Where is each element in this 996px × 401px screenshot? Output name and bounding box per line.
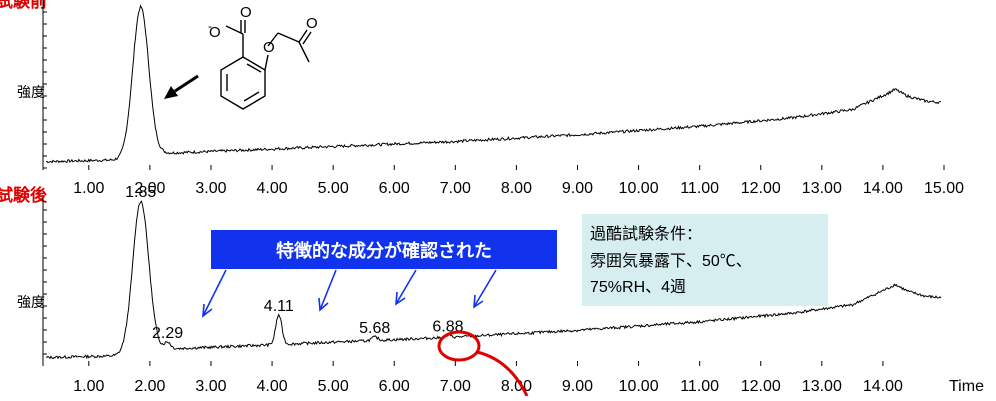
x-tick-label: 15.00 bbox=[924, 180, 964, 197]
x-tick-labels-after: 1.00 2.00 3.00 4.00 5.00 6.00 7.00 8.00 9.00 10.0… bbox=[73, 378, 903, 395]
y-ticks-after bbox=[43, 209, 47, 355]
x-tick-label: 13.00 bbox=[802, 378, 842, 395]
x-ticks-before bbox=[88, 165, 945, 170]
conditions-line-2: 75%RH、4週 bbox=[590, 278, 686, 296]
x-tick-label: 5.00 bbox=[318, 378, 349, 395]
callout-arrows bbox=[202, 269, 497, 318]
callout-arrow-1 bbox=[202, 269, 227, 317]
trace-before bbox=[45, 4, 942, 164]
x-ticks-after bbox=[88, 361, 884, 366]
structure-o-acetyl: O bbox=[306, 15, 318, 32]
callout-arrow-1-head bbox=[202, 303, 213, 318]
chart-after: 試験後 強度 1.00 2.00 3.00 4.00 5.00 6.00 7.00 8.00 9… bbox=[0, 184, 984, 397]
x-tick-label: 12.00 bbox=[741, 378, 781, 395]
x-tick-label: 10.00 bbox=[619, 180, 659, 197]
x-tick-label: 6.00 bbox=[379, 378, 410, 395]
chart-before: 試験前 強度 1.00 2.00 3.00 4.00 5.00 6.00 7.00 8.00 9… bbox=[0, 0, 964, 197]
y-ticks-before bbox=[43, 11, 47, 169]
callout-arrow-3-head bbox=[395, 291, 406, 306]
molecular-structure bbox=[220, 20, 312, 110]
highlight-circle bbox=[437, 330, 481, 362]
x-tick-label: 9.00 bbox=[562, 378, 593, 395]
callout-arrow-4-head bbox=[473, 294, 484, 309]
x-tick-label: 10.00 bbox=[619, 378, 659, 395]
x-tick-label: 2.00 bbox=[134, 180, 165, 197]
chart-title-after: 試験後 bbox=[0, 185, 48, 205]
y-axis-label-after: 強度 bbox=[17, 294, 45, 310]
x-tick-label: 12.00 bbox=[741, 180, 781, 197]
callout-arrow-2-head bbox=[318, 297, 329, 312]
trace-after bbox=[45, 200, 942, 360]
x-tick-label: 14.00 bbox=[863, 180, 903, 197]
x-tick-label: 8.00 bbox=[501, 180, 532, 197]
structure-charge: - bbox=[208, 19, 212, 33]
conditions-title: 過酷試験条件： bbox=[590, 225, 702, 243]
callout-arrow-4 bbox=[473, 269, 497, 308]
x-tick-label: 7.00 bbox=[440, 180, 471, 197]
callout-text: 特徴的な成分が確認された bbox=[276, 240, 492, 261]
x-tick-label: 1.00 bbox=[73, 378, 104, 395]
x-tick-label: 4.00 bbox=[256, 378, 287, 395]
x-tick-label: 11.00 bbox=[680, 180, 719, 197]
chart-title-before: 試験前 bbox=[0, 0, 47, 11]
peak-label: 5.68 bbox=[359, 320, 390, 337]
x-tick-label: 13.00 bbox=[802, 180, 842, 197]
x-axis-label-time: Time bbox=[949, 378, 984, 395]
y-axis-label-before: 強度 bbox=[17, 84, 45, 100]
x-tick-label: 5.00 bbox=[318, 180, 349, 197]
conditions-line-1: 雰囲気暴露下、50℃、 bbox=[590, 252, 752, 270]
peak-labels-after: 1.852.294.115.68 6.88 bbox=[125, 184, 463, 342]
highlight-connector bbox=[476, 350, 529, 397]
peak-arrow-before bbox=[164, 74, 199, 99]
x-tick-label: 11.00 bbox=[680, 378, 719, 395]
x-tick-labels-before: 1.00 2.00 3.00 4.00 5.00 6.00 7.00 8.00 9.00 10.0… bbox=[73, 180, 964, 197]
x-tick-label: 4.00 bbox=[256, 180, 287, 197]
x-tick-label: 3.00 bbox=[195, 378, 226, 395]
structure-o-carbonyl: O bbox=[240, 4, 252, 21]
callout-banner bbox=[211, 230, 557, 269]
x-tick-label: 1.00 bbox=[73, 180, 104, 197]
peak-label: 2.29 bbox=[152, 325, 183, 342]
x-tick-label: 14.00 bbox=[863, 378, 903, 395]
peak-label: 1.85 bbox=[125, 184, 156, 201]
callout-arrow-2 bbox=[319, 269, 337, 311]
x-tick-label: 6.00 bbox=[379, 180, 410, 197]
x-tick-label: 7.00 bbox=[440, 378, 471, 395]
conditions-box bbox=[582, 214, 828, 306]
peak-label: 4.11 bbox=[264, 298, 294, 315]
x-tick-label: 9.00 bbox=[562, 180, 593, 197]
callout-arrow-3 bbox=[395, 269, 417, 305]
x-tick-label: 3.00 bbox=[195, 180, 226, 197]
x-tick-label: 2.00 bbox=[134, 378, 165, 395]
structure-o-ester: O bbox=[263, 39, 275, 56]
structure-o-minus: O bbox=[209, 24, 221, 41]
